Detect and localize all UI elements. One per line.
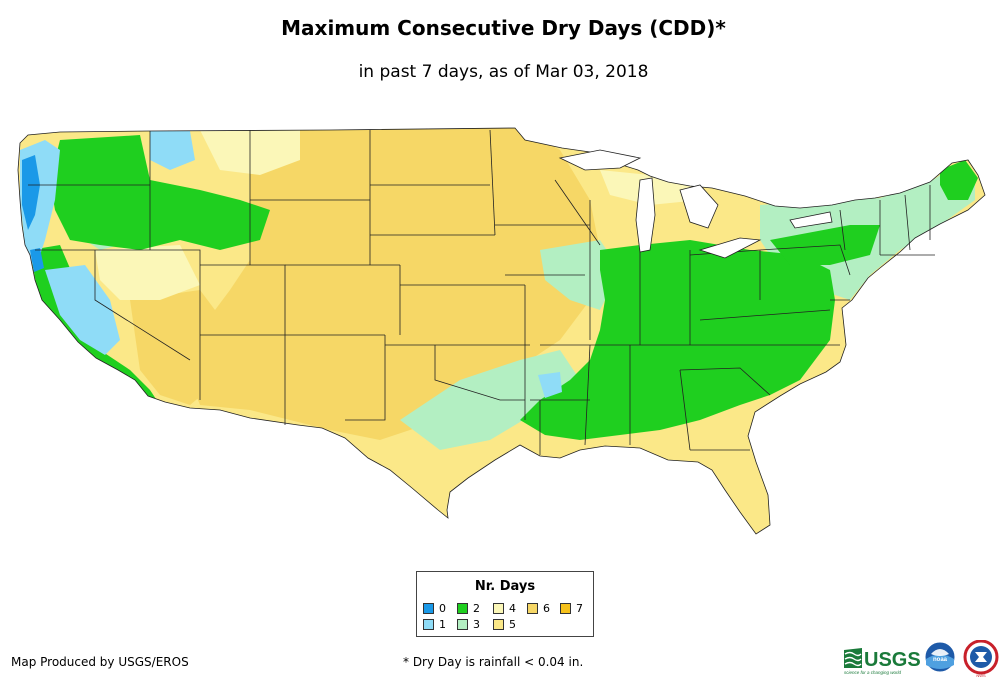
legend-label-5: 5: [509, 618, 516, 631]
usgs-tagline: science for a changing world: [844, 670, 902, 675]
nws-logo: NWS: [963, 640, 999, 678]
legend-swatch-2: [457, 603, 468, 614]
legend-label-0: 0: [439, 602, 446, 615]
dry-day-regions: [20, 128, 978, 450]
legend-item-5: 5: [493, 619, 516, 631]
noaa-wordmark: noaa: [933, 657, 948, 663]
legend-swatch-1: [423, 619, 434, 630]
legend-swatch-5: [493, 619, 504, 630]
lake-erie: [698, 237, 762, 259]
legend-label-7: 7: [576, 602, 583, 615]
dry-day-footnote: * Dry Day is rainfall < 0.04 in.: [403, 655, 584, 669]
nws-wordmark: NWS: [976, 673, 986, 678]
region-2-days-maine: [940, 160, 978, 200]
legend-box: Nr. Days 0 1 2 3 4 5 6 7: [416, 571, 594, 637]
legend-swatch-4: [493, 603, 504, 614]
conus-map: [17, 127, 986, 535]
lake-superior: [558, 149, 642, 171]
legend-title: Nr. Days: [474, 579, 536, 594]
region-6-days: [190, 128, 600, 440]
lake-michigan: [635, 177, 656, 253]
legend-label-3: 3: [473, 618, 480, 631]
region-1-day-idaho: [150, 131, 195, 170]
legend-label-2: 2: [473, 602, 480, 615]
map-title: Maximum Consecutive Dry Days (CDD)*: [281, 16, 726, 40]
legend-label-1: 1: [439, 618, 446, 631]
legend-item-6: 6: [527, 603, 550, 615]
region-3-days-texas: [400, 350, 580, 450]
region-4-days-basin: [95, 245, 200, 300]
region-6-days-sw: [130, 290, 230, 405]
legend-item-4: 4: [493, 603, 516, 615]
legend-swatch-0: [423, 603, 434, 614]
legend-item-2: 2: [457, 603, 480, 615]
legend-item-1: 1: [423, 619, 446, 631]
region-1-day-sierra: [45, 265, 120, 355]
legend-item-3: 3: [457, 619, 480, 631]
usgs-logo: USGS science for a changing world: [844, 648, 921, 675]
region-1-day-arkansas: [538, 372, 562, 398]
agency-logos: USGS science for a changing world noaa N…: [844, 640, 999, 678]
legend-swatch-3: [457, 619, 468, 630]
map-subtitle: in past 7 days, as of Mar 03, 2018: [358, 62, 649, 82]
legend-label-4: 4: [509, 602, 516, 615]
legend-label-6: 6: [543, 602, 550, 615]
legend-item-0: 0: [423, 603, 446, 615]
lake-ontario: [789, 211, 833, 229]
producer-credit: Map Produced by USGS/EROS: [11, 655, 189, 669]
noaa-logo: noaa: [924, 641, 956, 673]
region-2-days-pa: [770, 225, 880, 265]
region-0-days-wa: [22, 155, 40, 230]
legend-item-7: 7: [560, 603, 583, 615]
great-lakes: [558, 149, 833, 259]
legend-swatch-6: [527, 603, 538, 614]
region-2-days-nw: [50, 135, 270, 250]
legend-swatch-7: [560, 603, 571, 614]
lake-huron: [679, 184, 719, 229]
usgs-wordmark: USGS: [864, 649, 921, 671]
region-0-days-ca: [30, 248, 44, 272]
region-2-days-east: [520, 240, 835, 440]
